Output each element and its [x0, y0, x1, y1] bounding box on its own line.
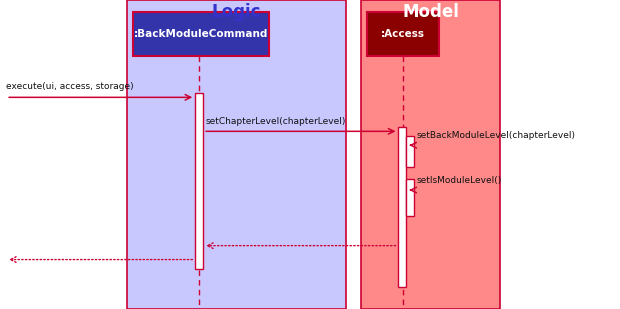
Text: execute(ui, access, storage): execute(ui, access, storage) [6, 83, 134, 91]
Text: :Access: :Access [381, 29, 425, 39]
Text: Logic: Logic [211, 3, 261, 21]
Text: setChapterLevel(chapterLevel): setChapterLevel(chapterLevel) [205, 117, 345, 126]
Bar [361, 0, 500, 309]
Bar [406, 179, 414, 216]
Text: Model: Model [402, 3, 459, 21]
Bar [399, 127, 406, 287]
Bar [126, 0, 346, 309]
Bar [406, 136, 414, 167]
Bar [368, 12, 438, 56]
Text: setBackModuleLevel(chapterLevel): setBackModuleLevel(chapterLevel) [416, 131, 575, 140]
Bar [195, 93, 203, 269]
Bar [133, 12, 268, 56]
Text: :BackModuleCommand: :BackModuleCommand [133, 29, 268, 39]
Text: setIsModuleLevel(): setIsModuleLevel() [416, 176, 502, 185]
